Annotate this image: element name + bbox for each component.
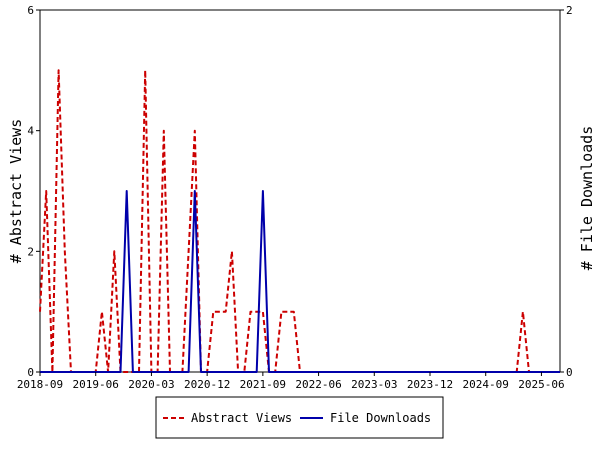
x-tick-label: 2023-12 bbox=[407, 378, 453, 391]
x-tick-label: 2021-09 bbox=[240, 378, 286, 391]
legend-box bbox=[155, 396, 444, 439]
y-right-tick-label: 0 bbox=[566, 366, 573, 379]
y-left-tick-label: 0 bbox=[27, 366, 34, 379]
x-tick-label: 2023-03 bbox=[351, 378, 397, 391]
y-axis-right-label: # File Downloads bbox=[578, 126, 596, 271]
x-tick-label: 2025-06 bbox=[518, 378, 564, 391]
legend-label-file-downloads: File Downloads bbox=[330, 411, 431, 425]
x-tick-label: 2020-12 bbox=[184, 378, 230, 391]
legend: Abstract Views File Downloads bbox=[155, 396, 444, 439]
y-right-tick-label: 2 bbox=[566, 4, 573, 17]
legend-label-abstract-views: Abstract Views bbox=[191, 411, 292, 425]
x-tick-label: 2022-06 bbox=[295, 378, 341, 391]
plot-area-frame bbox=[39, 9, 561, 373]
axis-layer: 2018-09 2019-06 2020-03 2020-12 2021-09 2022-… bbox=[17, 4, 573, 391]
y-axis-left-label: # Abstract Views bbox=[7, 119, 25, 264]
x-tick-label: 2024-09 bbox=[463, 378, 509, 391]
series-layer bbox=[39, 69, 560, 373]
y-left-tick-label: 2 bbox=[27, 245, 34, 258]
x-tick-label: 2019-06 bbox=[73, 378, 119, 391]
x-tick-label: 2018-09 bbox=[17, 378, 63, 391]
y-left-tick-label: 6 bbox=[27, 4, 34, 17]
x-tick-label: 2020-03 bbox=[128, 378, 174, 391]
y-left-tick-label: 4 bbox=[27, 125, 34, 138]
series-line-file-downloads bbox=[40, 190, 560, 373]
